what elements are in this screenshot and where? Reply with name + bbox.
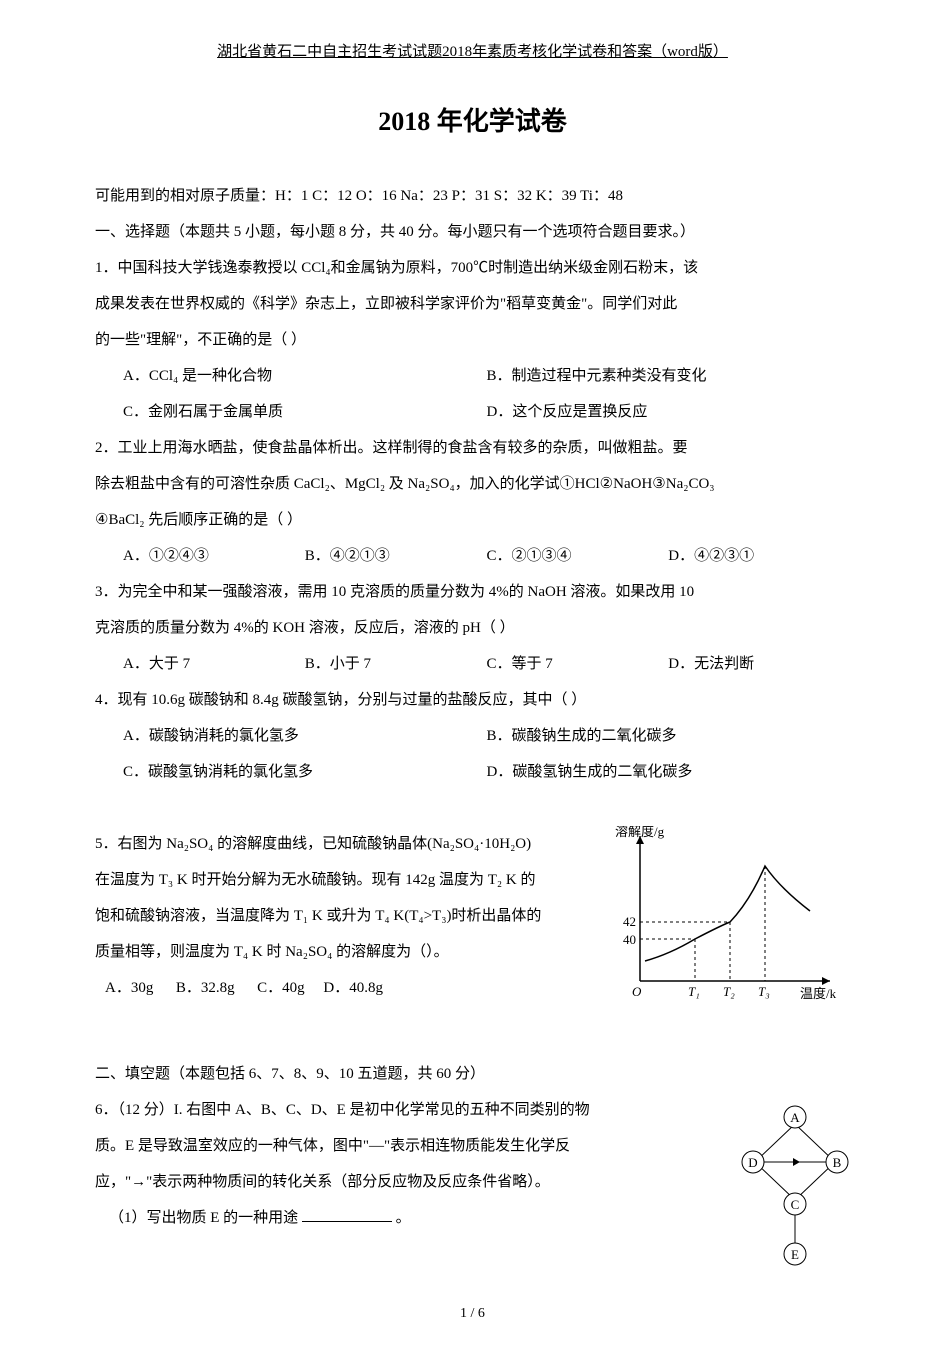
q4-option-b: B．碳酸钠生成的二氧化碳多	[487, 718, 851, 754]
q1-stem-line2: 成果发表在世界权威的《科学》杂志上，立即被科学家评价为"稻草变黄金"。同学们对此	[95, 286, 850, 322]
chart-origin: O	[632, 984, 642, 999]
node-a: A	[790, 1110, 800, 1125]
q3-option-d: D．无法判断	[668, 646, 850, 682]
q1-stem-line3: 的一些"理解"，不正确的是（ ）	[95, 322, 850, 358]
q1-option-b: B．制造过程中元素种类没有变化	[487, 358, 851, 394]
q2-stem-line3: ④BaCl₂ 先后顺序正确的是（ ）	[95, 502, 850, 538]
q2-option-b: B．④②①③	[305, 538, 487, 574]
q1-stem-line1: 1．中国科技大学钱逸泰教授以 CCl₄和金属钠为原料，700℃时制造出纳米级金刚…	[95, 250, 850, 286]
q2-stem-line1: 2．工业上用海水晒盐，使食盐晶体析出。这样制得的食盐含有较多的杂质，叫做粗盐。要	[95, 430, 850, 466]
section1-heading: 一、选择题（本题共 5 小题，每小题 8 分，共 40 分。每小题只有一个选项符…	[95, 214, 850, 250]
q5-option-a: A．30g	[105, 980, 153, 996]
chart-x-label: 温度/k	[800, 986, 837, 1001]
q1-option-a: A．CCl₄ 是一种化合物	[123, 358, 487, 394]
solubility-chart: 溶解度/g 42 40 温度/k O T₁ T₂ T₃	[610, 826, 850, 1020]
q3-option-a: A．大于 7	[123, 646, 305, 682]
q2-option-d: D．④②③①	[668, 538, 850, 574]
q1-option-d: D．这个反应是置换反应	[487, 394, 851, 430]
q5-option-d: D．40.8g	[323, 980, 383, 996]
chart-ytick-42: 42	[623, 914, 636, 929]
page-number: 1 / 6	[95, 1306, 850, 1322]
q4-option-c: C．碳酸氢钠消耗的氯化氢多	[123, 754, 487, 790]
q3-stem-line2: 克溶质的质量分数为 4%的 KOH 溶液，反应后，溶液的 pH（ ）	[95, 610, 850, 646]
node-c: C	[791, 1197, 800, 1212]
chart-xtick-t2: T₂	[723, 984, 735, 999]
q6-stem-line1: 6．（12 分）I. 右图中 A、B、C、D、E 是初中化学常见的五种不同类别的…	[95, 1092, 730, 1128]
q6-stem-line3: 应，"→"表示两种物质间的转化关系（部分反应物及反应条件省略）。	[95, 1164, 730, 1200]
q4-option-d: D．碳酸氢钠生成的二氧化碳多	[487, 754, 851, 790]
chart-y-label: 溶解度/g	[615, 826, 665, 839]
q6-stem-line2: 质。E 是导致温室效应的一种气体，图中"—"表示相连物质能发生化学反	[95, 1128, 730, 1164]
chart-xtick-t3: T₃	[758, 984, 770, 999]
q2-stem-line2: 除去粗盐中含有的可溶性杂质 CaCl₂、MgCl₂ 及 Na₂SO₄，加入的化学…	[95, 466, 850, 502]
q3-stem-line1: 3．为完全中和某一强酸溶液，需用 10 克溶质的质量分数为 4%的 NaOH 溶…	[95, 574, 850, 610]
q6-sub1-end: 。	[396, 1210, 411, 1226]
atomic-mass-info: 可能用到的相对原子质量：H：1 C：12 O：16 Na：23 P：31 S：3…	[95, 178, 850, 214]
q5-stem-line2: 在温度为 T₃ K 时开始分解为无水硫酸钠。现有 142g 温度为 T₂ K 的	[95, 862, 600, 898]
q6-sub1: （1）写出物质 E 的一种用途	[109, 1210, 298, 1226]
q3-option-b: B．小于 7	[305, 646, 487, 682]
chart-ytick-40: 40	[623, 932, 636, 947]
q2-option-a: A．①②④③	[123, 538, 305, 574]
q2-option-c: C．②①③④	[487, 538, 669, 574]
blank-input	[302, 1207, 392, 1222]
node-b: B	[833, 1155, 842, 1170]
q3-option-c: C．等于 7	[487, 646, 669, 682]
q5-stem-line4: 质量相等，则温度为 T₄ K 时 Na₂SO₄ 的溶解度为（）。	[95, 934, 600, 970]
section2-heading: 二、填空题（本题包括 6、7、8、9、10 五道题，共 60 分）	[95, 1056, 850, 1092]
q5-stem-line3: 饱和硫酸钠溶液，当温度降为 T₁ K 或升为 T₄ K(T₄>T₃)时析出晶体的	[95, 898, 600, 934]
page-title: 2018 年化学试卷	[95, 101, 850, 138]
q5-option-c: C．40g	[257, 980, 305, 996]
q5-option-b: B．32.8g	[176, 980, 235, 996]
node-d: D	[748, 1155, 757, 1170]
q1-option-c: C．金刚石属于金属单质	[123, 394, 487, 430]
document-header: 湖北省黄石二中自主招生考试试题2018年素质考核化学试卷和答案（word版）	[95, 40, 850, 61]
chart-xtick-t1: T₁	[688, 984, 700, 999]
q4-stem: 4．现有 10.6g 碳酸钠和 8.4g 碳酸氢钠，分别与过量的盐酸反应，其中（…	[95, 682, 850, 718]
substance-diagram: A B C D E	[740, 1092, 850, 1286]
q4-option-a: A．碳酸钠消耗的氯化氢多	[123, 718, 487, 754]
node-e: E	[791, 1247, 799, 1262]
q5-stem-line1: 5．右图为 Na₂SO₄ 的溶解度曲线，已知硫酸钠晶体(Na₂SO₄·10H₂O…	[95, 826, 600, 862]
